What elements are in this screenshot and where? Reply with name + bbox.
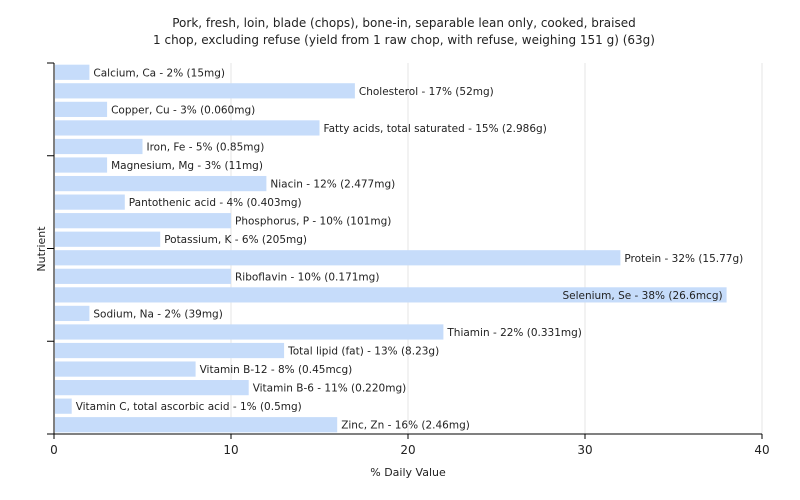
bar-data-label: Vitamin C, total ascorbic acid - 1% (0.5… bbox=[76, 401, 302, 413]
bar bbox=[55, 157, 108, 173]
bar bbox=[55, 250, 621, 266]
grid-lines bbox=[230, 63, 763, 434]
bar-data-label: Selenium, Se - 38% (26.6mcg) bbox=[562, 290, 722, 302]
bar bbox=[55, 342, 285, 359]
bar bbox=[55, 101, 108, 117]
x-tick-label: 40 bbox=[754, 443, 769, 457]
bar-data-label: Potassium, K - 6% (205mg) bbox=[164, 234, 307, 246]
bar bbox=[55, 231, 161, 247]
bar-data-label: Total lipid (fat) - 13% (8.23g) bbox=[287, 346, 439, 358]
bar bbox=[55, 213, 231, 229]
bar bbox=[55, 83, 355, 99]
bar-data-label: Protein - 32% (15.77g) bbox=[624, 253, 743, 265]
bar-data-label: Phosphorus, P - 10% (101mg) bbox=[235, 216, 391, 228]
chart-subtitle: 1 chop, excluding refuse (yield from 1 r… bbox=[153, 33, 655, 47]
bar bbox=[55, 305, 90, 322]
bar bbox=[55, 194, 125, 210]
bar-data-label: Pantothenic acid - 4% (0.403mg) bbox=[129, 197, 302, 209]
bar bbox=[55, 380, 249, 396]
bar-labels: Calcium, Ca - 2% (15mg) Cholesterol - 17%… bbox=[76, 67, 744, 431]
x-tick-label: 20 bbox=[400, 443, 415, 457]
bar-data-label: Iron, Fe - 5% (0.85mg) bbox=[147, 141, 265, 153]
x-tick-label: 10 bbox=[223, 443, 238, 457]
bar bbox=[55, 398, 72, 414]
x-tick-label: 30 bbox=[577, 443, 592, 457]
bar-data-label: Riboflavin - 10% (0.171mg) bbox=[235, 271, 379, 283]
bar-data-label: Cholesterol - 17% (52mg) bbox=[359, 86, 494, 98]
bar-data-label: Niacin - 12% (2.477mg) bbox=[270, 179, 395, 191]
bar-data-label: Sodium, Na - 2% (39mg) bbox=[93, 308, 222, 320]
bar-data-label: Copper, Cu - 3% (0.060mg) bbox=[111, 104, 255, 116]
bar bbox=[55, 64, 90, 80]
bar bbox=[55, 361, 196, 377]
bar bbox=[55, 287, 727, 303]
bars bbox=[55, 64, 727, 433]
x-axis-title: % Daily Value bbox=[370, 466, 446, 479]
bar-data-label: Zinc, Zn - 16% (2.46mg) bbox=[341, 420, 470, 432]
bar bbox=[55, 268, 231, 284]
bar-data-label: Vitamin B-6 - 11% (0.220mg) bbox=[253, 383, 407, 395]
chart-title: Pork, fresh, loin, blade (chops), bone-i… bbox=[172, 16, 636, 30]
bar bbox=[55, 417, 338, 433]
y-axis-title: Nutrient bbox=[35, 226, 48, 272]
x-tick-label: 0 bbox=[50, 443, 58, 457]
bar bbox=[55, 138, 143, 155]
bar-data-label: Fatty acids, total saturated - 15% (2.98… bbox=[324, 123, 547, 135]
bar-data-label: Thiamin - 22% (0.331mg) bbox=[446, 327, 582, 339]
bar-data-label: Vitamin B-12 - 8% (0.45mcg) bbox=[200, 364, 353, 376]
bar-data-label: Calcium, Ca - 2% (15mg) bbox=[93, 67, 225, 79]
bar bbox=[55, 120, 320, 136]
axes: 0 10 20 30 40 bbox=[47, 62, 770, 457]
bar-data-label: Magnesium, Mg - 3% (11mg) bbox=[111, 160, 263, 172]
bar bbox=[55, 324, 444, 340]
bar bbox=[55, 175, 267, 192]
